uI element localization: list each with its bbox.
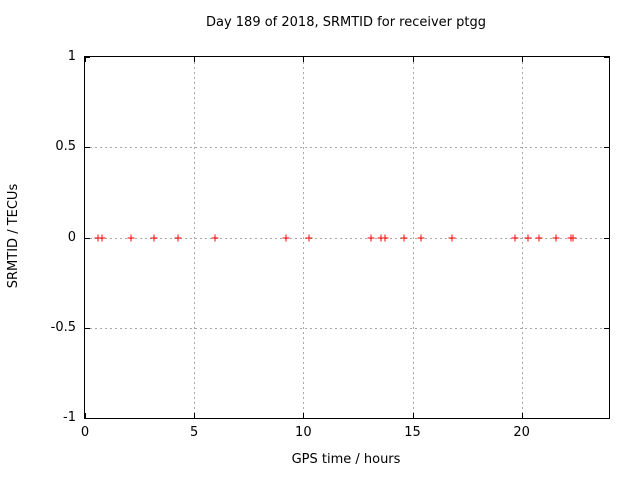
x-tick-label: 10 <box>295 425 312 440</box>
data-point-marker <box>94 234 102 241</box>
y-tick <box>85 237 90 239</box>
y-tick <box>85 327 90 329</box>
x-tick-mirror <box>303 57 305 62</box>
y-tick-mirror <box>604 237 609 239</box>
data-point-marker <box>552 234 560 241</box>
y-tick-label: -1 <box>63 410 76 426</box>
y-tick-mirror <box>604 147 609 149</box>
x-tick <box>194 413 196 418</box>
y-tick <box>85 418 90 419</box>
data-point-marker <box>150 234 158 241</box>
data-point-marker <box>400 234 408 241</box>
data-point-marker <box>524 234 532 241</box>
x-tick-label: 0 <box>80 425 90 440</box>
y-gridline <box>85 147 609 149</box>
y-tick-label: 1 <box>67 49 76 65</box>
data-point-marker <box>511 234 519 241</box>
x-tick <box>85 413 86 418</box>
y-gridline <box>85 327 609 329</box>
y-tick-mirror <box>604 57 609 58</box>
data-point-marker <box>211 234 219 241</box>
y-tick-mirror <box>604 418 609 419</box>
x-tick <box>303 413 305 418</box>
data-point-marker <box>367 234 375 241</box>
y-tick-label: 0.5 <box>55 139 76 155</box>
data-point-marker <box>381 234 389 241</box>
x-tick-mirror <box>412 57 414 62</box>
x-tick-mirror <box>521 57 523 62</box>
x-tick-label: 5 <box>190 425 199 440</box>
y-axis-label: SRMTID / TECUs <box>6 183 21 289</box>
y-tick <box>85 57 90 58</box>
x-tick-mirror <box>85 57 86 62</box>
chart-title: Day 189 of 2018, SRMTID for receiver ptg… <box>205 15 487 30</box>
data-point-marker <box>569 234 577 241</box>
data-point-marker <box>282 234 290 241</box>
y-tick-label: -0.5 <box>50 319 76 335</box>
x-tick-label: 15 <box>404 425 421 440</box>
data-point-marker <box>305 234 313 241</box>
data-point-marker <box>448 234 456 241</box>
y-gridline <box>85 237 609 239</box>
x-axis-label: GPS time / hours <box>291 452 401 467</box>
data-point-marker <box>127 234 135 241</box>
y-tick-mirror <box>604 327 609 329</box>
y-tick <box>85 147 90 149</box>
x-tick-label: 20 <box>513 425 530 440</box>
x-tick-mirror <box>194 57 196 62</box>
data-point-marker <box>174 234 182 241</box>
data-point-marker <box>98 234 106 241</box>
x-tick <box>412 413 414 418</box>
y-tick-label: 0 <box>67 229 76 245</box>
data-point-marker <box>535 234 543 241</box>
plot-area: 0 5 10 15 20 -1 -0.5 0 0.5 1 <box>51 49 610 440</box>
x-tick <box>521 413 523 418</box>
data-point-marker <box>417 234 425 241</box>
